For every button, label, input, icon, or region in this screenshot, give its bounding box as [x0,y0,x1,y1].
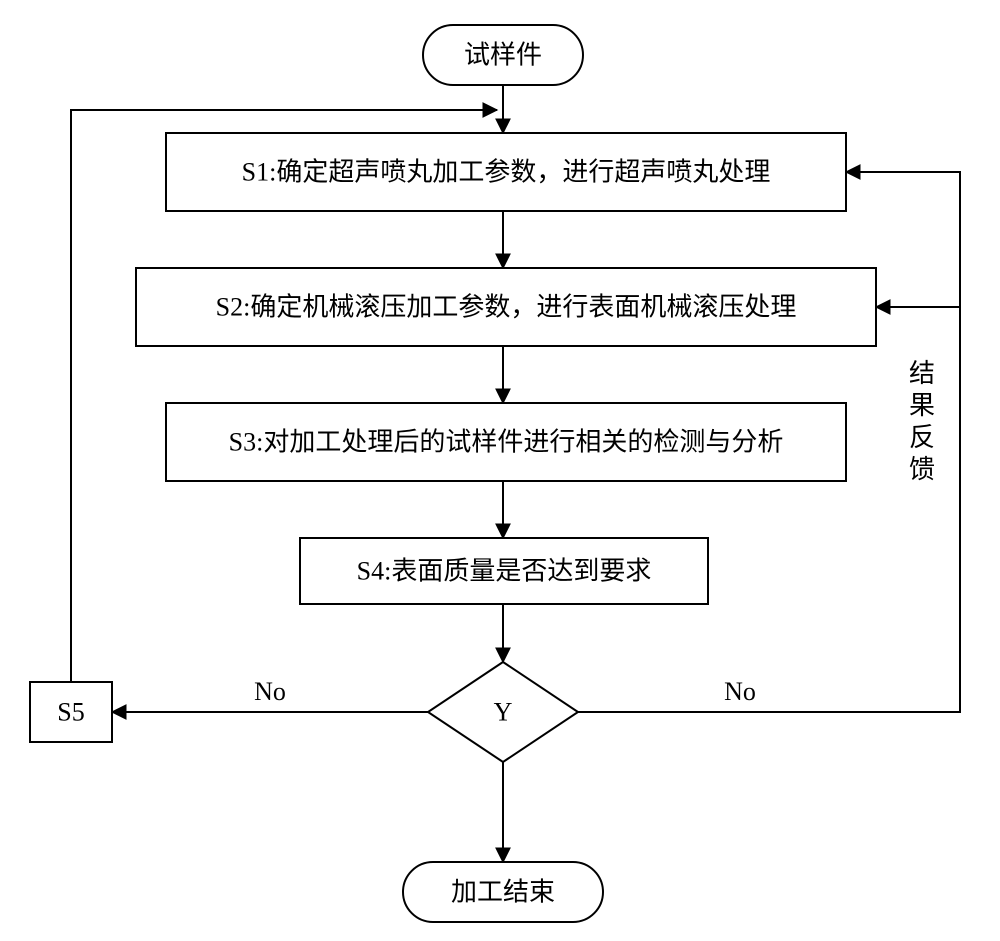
node-decision: Y [428,662,578,762]
node-s3: S3:对加工处理后的试样件进行相关的检测与分析 [166,403,846,481]
node-label: S3:对加工处理后的试样件进行相关的检测与分析 [229,428,784,457]
edge-label: No [254,677,286,706]
edge-label: No [724,677,756,706]
node-label: S2:确定机械滚压加工参数，进行表面机械滚压处理 [216,293,797,322]
node-label: S1:确定超声喷丸加工参数，进行超声喷丸处理 [242,158,771,187]
node-label: S5 [57,698,84,727]
node-start: 试样件 [423,25,583,85]
node-end: 加工结束 [403,862,603,922]
node-s1: S1:确定超声喷丸加工参数，进行超声喷丸处理 [166,133,846,211]
node-s5: S5 [30,682,112,742]
feedback-label: 结果反馈 [909,359,935,484]
node-label: Y [494,698,513,727]
node-s4: S4:表面质量是否达到要求 [300,538,708,604]
node-s2: S2:确定机械滚压加工参数，进行表面机械滚压处理 [136,268,876,346]
node-label: S4:表面质量是否达到要求 [357,557,652,586]
node-label: 加工结束 [451,878,555,907]
node-label: 试样件 [464,41,542,70]
